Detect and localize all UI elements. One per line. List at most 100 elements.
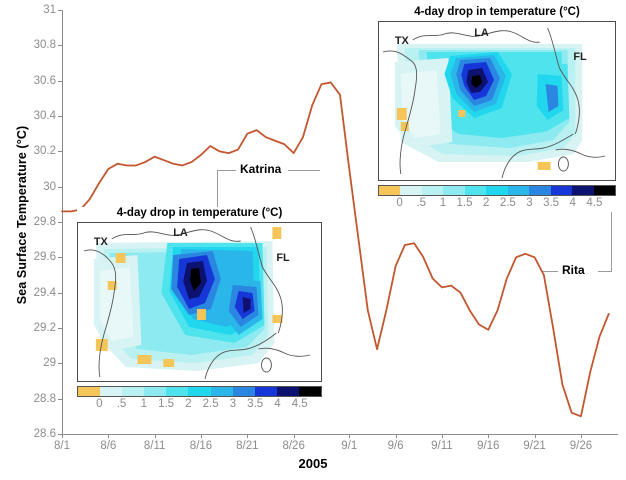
colorbar-swatch	[210, 387, 233, 396]
colorbar-swatch	[122, 387, 145, 396]
x-axis-line	[62, 434, 618, 435]
annotation-rita: Rita	[558, 263, 589, 277]
y-tick-mark	[58, 398, 62, 400]
y-tick-mark	[58, 257, 62, 259]
y-axis-line	[62, 10, 63, 434]
inset-map-katrina: 4-day drop in temperature (°C)	[77, 207, 322, 413]
colorbar-swatch	[486, 186, 508, 195]
colorbar-swatch	[550, 186, 573, 195]
rita-label-fl: FL	[573, 51, 587, 63]
x-tick-mark	[395, 434, 397, 438]
x-tick-label: 9/6	[387, 440, 404, 452]
colorbar-swatch	[254, 387, 277, 396]
y-tick-label: 31	[43, 4, 56, 16]
y-tick-mark	[58, 80, 62, 82]
colorbar-swatch	[188, 387, 211, 396]
colorbar-swatch	[166, 387, 189, 396]
rita-leader-horizontal-right	[598, 271, 612, 272]
colorbar-tick-label: 4	[274, 398, 281, 410]
x-tick-mark	[62, 434, 63, 438]
y-tick-label: 30.6	[33, 74, 56, 87]
colorbar-swatch	[443, 186, 465, 195]
rita-label-la: LA	[474, 27, 489, 39]
x-tick-mark	[247, 434, 249, 438]
colorbar-tick-label: 3.5	[247, 398, 264, 410]
y-tick-label: 29.2	[33, 322, 56, 334]
annotation-katrina: Katrina	[236, 162, 286, 176]
x-tick-mark	[293, 434, 295, 438]
x-tick-mark	[534, 434, 536, 438]
x-tick-mark	[488, 434, 490, 438]
colorbar-tick-label: 2.5	[499, 197, 516, 209]
colorbar-tick-label: 2	[185, 398, 192, 410]
colorbar-swatch	[464, 186, 487, 195]
colorbar-swatch	[100, 387, 123, 396]
colorbar-tick-label: 1	[140, 398, 148, 410]
y-tick-label: 30	[43, 180, 56, 193]
colorbar-tick-label: 1.5	[456, 197, 473, 209]
colorbar-swatch	[400, 186, 422, 195]
colorbar-tick-label: 1.5	[158, 398, 175, 410]
colorbar-swatch	[593, 186, 615, 195]
rita-colorbar: 0 .5 1 1.5 2 2.5 3 3.5 4 4.5	[378, 185, 616, 212]
katrina-label-la: LA	[173, 227, 188, 239]
y-tick-mark	[58, 10, 62, 11]
colorbar-swatch	[572, 186, 594, 195]
y-tick-mark	[58, 116, 62, 117]
x-tick-label: 8/6	[100, 440, 117, 452]
colorbar-swatch	[276, 387, 299, 396]
colorbar-tick-label: 4.5	[291, 398, 308, 410]
x-tick-label: 9/21	[523, 440, 546, 452]
sst-line-series	[61, 81, 610, 418]
y-tick-label: 28.8	[33, 392, 56, 405]
colorbar-swatch	[529, 186, 551, 195]
x-tick-mark	[580, 434, 582, 438]
y-tick-mark	[58, 434, 62, 435]
inset-rita-map-box: TX LA FL	[378, 21, 616, 181]
colorbar-tick-label: 4.5	[586, 197, 603, 209]
x-tick-label: 8/1	[54, 440, 70, 452]
colorbar-tick-label: 2.5	[202, 398, 219, 410]
y-tick-label: 29.8	[33, 216, 56, 228]
y-tick-label: 29.4	[33, 286, 56, 299]
y-tick-mark	[58, 186, 62, 188]
plot-area: 31 30.8 30.6 30.4 30.2 30 29.8 29.6 29.4 29.2 29 28…	[34, 4, 618, 452]
x-tick-label: 8/11	[143, 440, 166, 452]
katrina-colorbar-swatches	[77, 386, 322, 397]
x-tick-mark	[154, 434, 156, 438]
katrina-leader-horizontal-right	[288, 170, 320, 171]
inset-rita-title: 4-day drop in temperature (°C)	[414, 6, 580, 18]
y-tick-label: 30.4	[33, 110, 56, 122]
inset-katrina-map-box: TX LA FL	[77, 222, 322, 382]
colorbar-tick-label: 3	[229, 398, 237, 410]
katrina-label-tx: TX	[94, 236, 109, 248]
colorbar-tick-label: 0	[96, 398, 103, 410]
colorbar-tick-label: .5	[416, 197, 427, 209]
x-tick-label: 8/21	[236, 440, 259, 452]
x-tick-label: 9/1	[341, 440, 358, 452]
colorbar-tick-label: 1	[439, 197, 447, 209]
rita-leader-horizontal-left	[543, 271, 559, 272]
colorbar-tick-label: 3.5	[543, 197, 560, 209]
y-tick-mark	[58, 328, 62, 329]
colorbar-tick-label: 2	[482, 197, 490, 209]
katrina-colorbar-ticks: 0 .5 1 1.5 2 2.5 3 3.5 4 4.5	[77, 398, 322, 413]
katrina-colorbar: 0 .5 1 1.5 2 2.5 3 3.5 4 4.5	[77, 386, 322, 413]
rita-leader-vertical	[611, 196, 612, 272]
colorbar-swatch	[144, 387, 167, 396]
rita-label-tx: TX	[395, 35, 410, 47]
colorbar-swatch	[379, 186, 401, 195]
colorbar-tick-label: 3	[526, 197, 533, 209]
katrina-leader-horizontal-left	[217, 170, 237, 171]
y-tick-mark	[58, 45, 62, 47]
colorbar-swatch	[507, 186, 530, 195]
inset-map-rita: 4-day drop in temperature (°C)	[378, 6, 616, 212]
colorbar-swatch	[232, 387, 255, 396]
colorbar-swatch	[298, 387, 322, 396]
colorbar-swatch	[78, 387, 101, 396]
x-tick-label: 9/11	[431, 440, 453, 452]
x-tick-label: 8/16	[189, 440, 213, 452]
colorbar-tick-label: 0	[396, 197, 403, 209]
y-tick-mark	[58, 151, 62, 153]
